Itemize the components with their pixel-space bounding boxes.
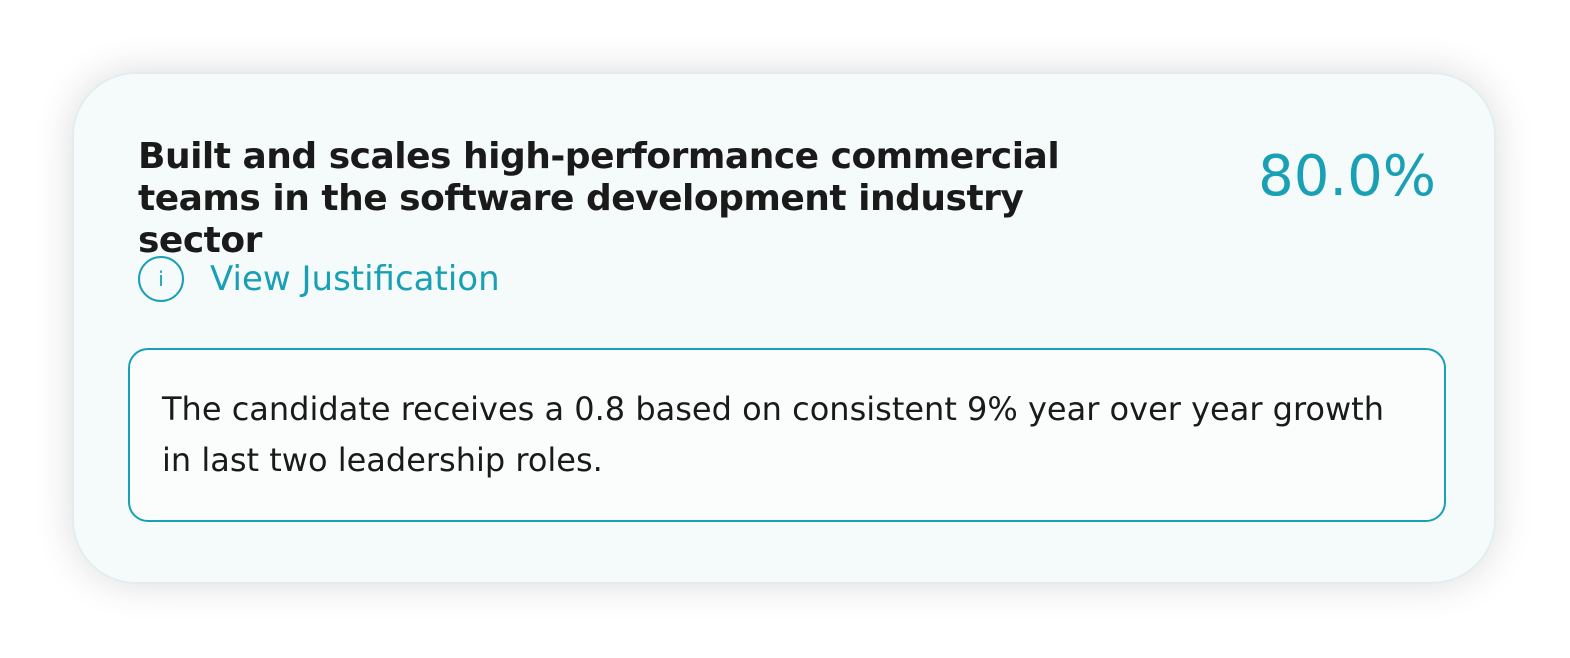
- view-justification-toggle[interactable]: i View Justification: [138, 256, 500, 302]
- criterion-title: Built and scales high-performance commer…: [138, 136, 1060, 261]
- score: 80.0%: [1258, 144, 1436, 209]
- toggle-label[interactable]: View Justification: [210, 259, 500, 299]
- info-icon: i: [138, 256, 184, 302]
- criterion-card: Built and scales high-performance commer…: [72, 72, 1496, 584]
- justification-box: The candidate receives a 0.8 based on co…: [128, 348, 1446, 522]
